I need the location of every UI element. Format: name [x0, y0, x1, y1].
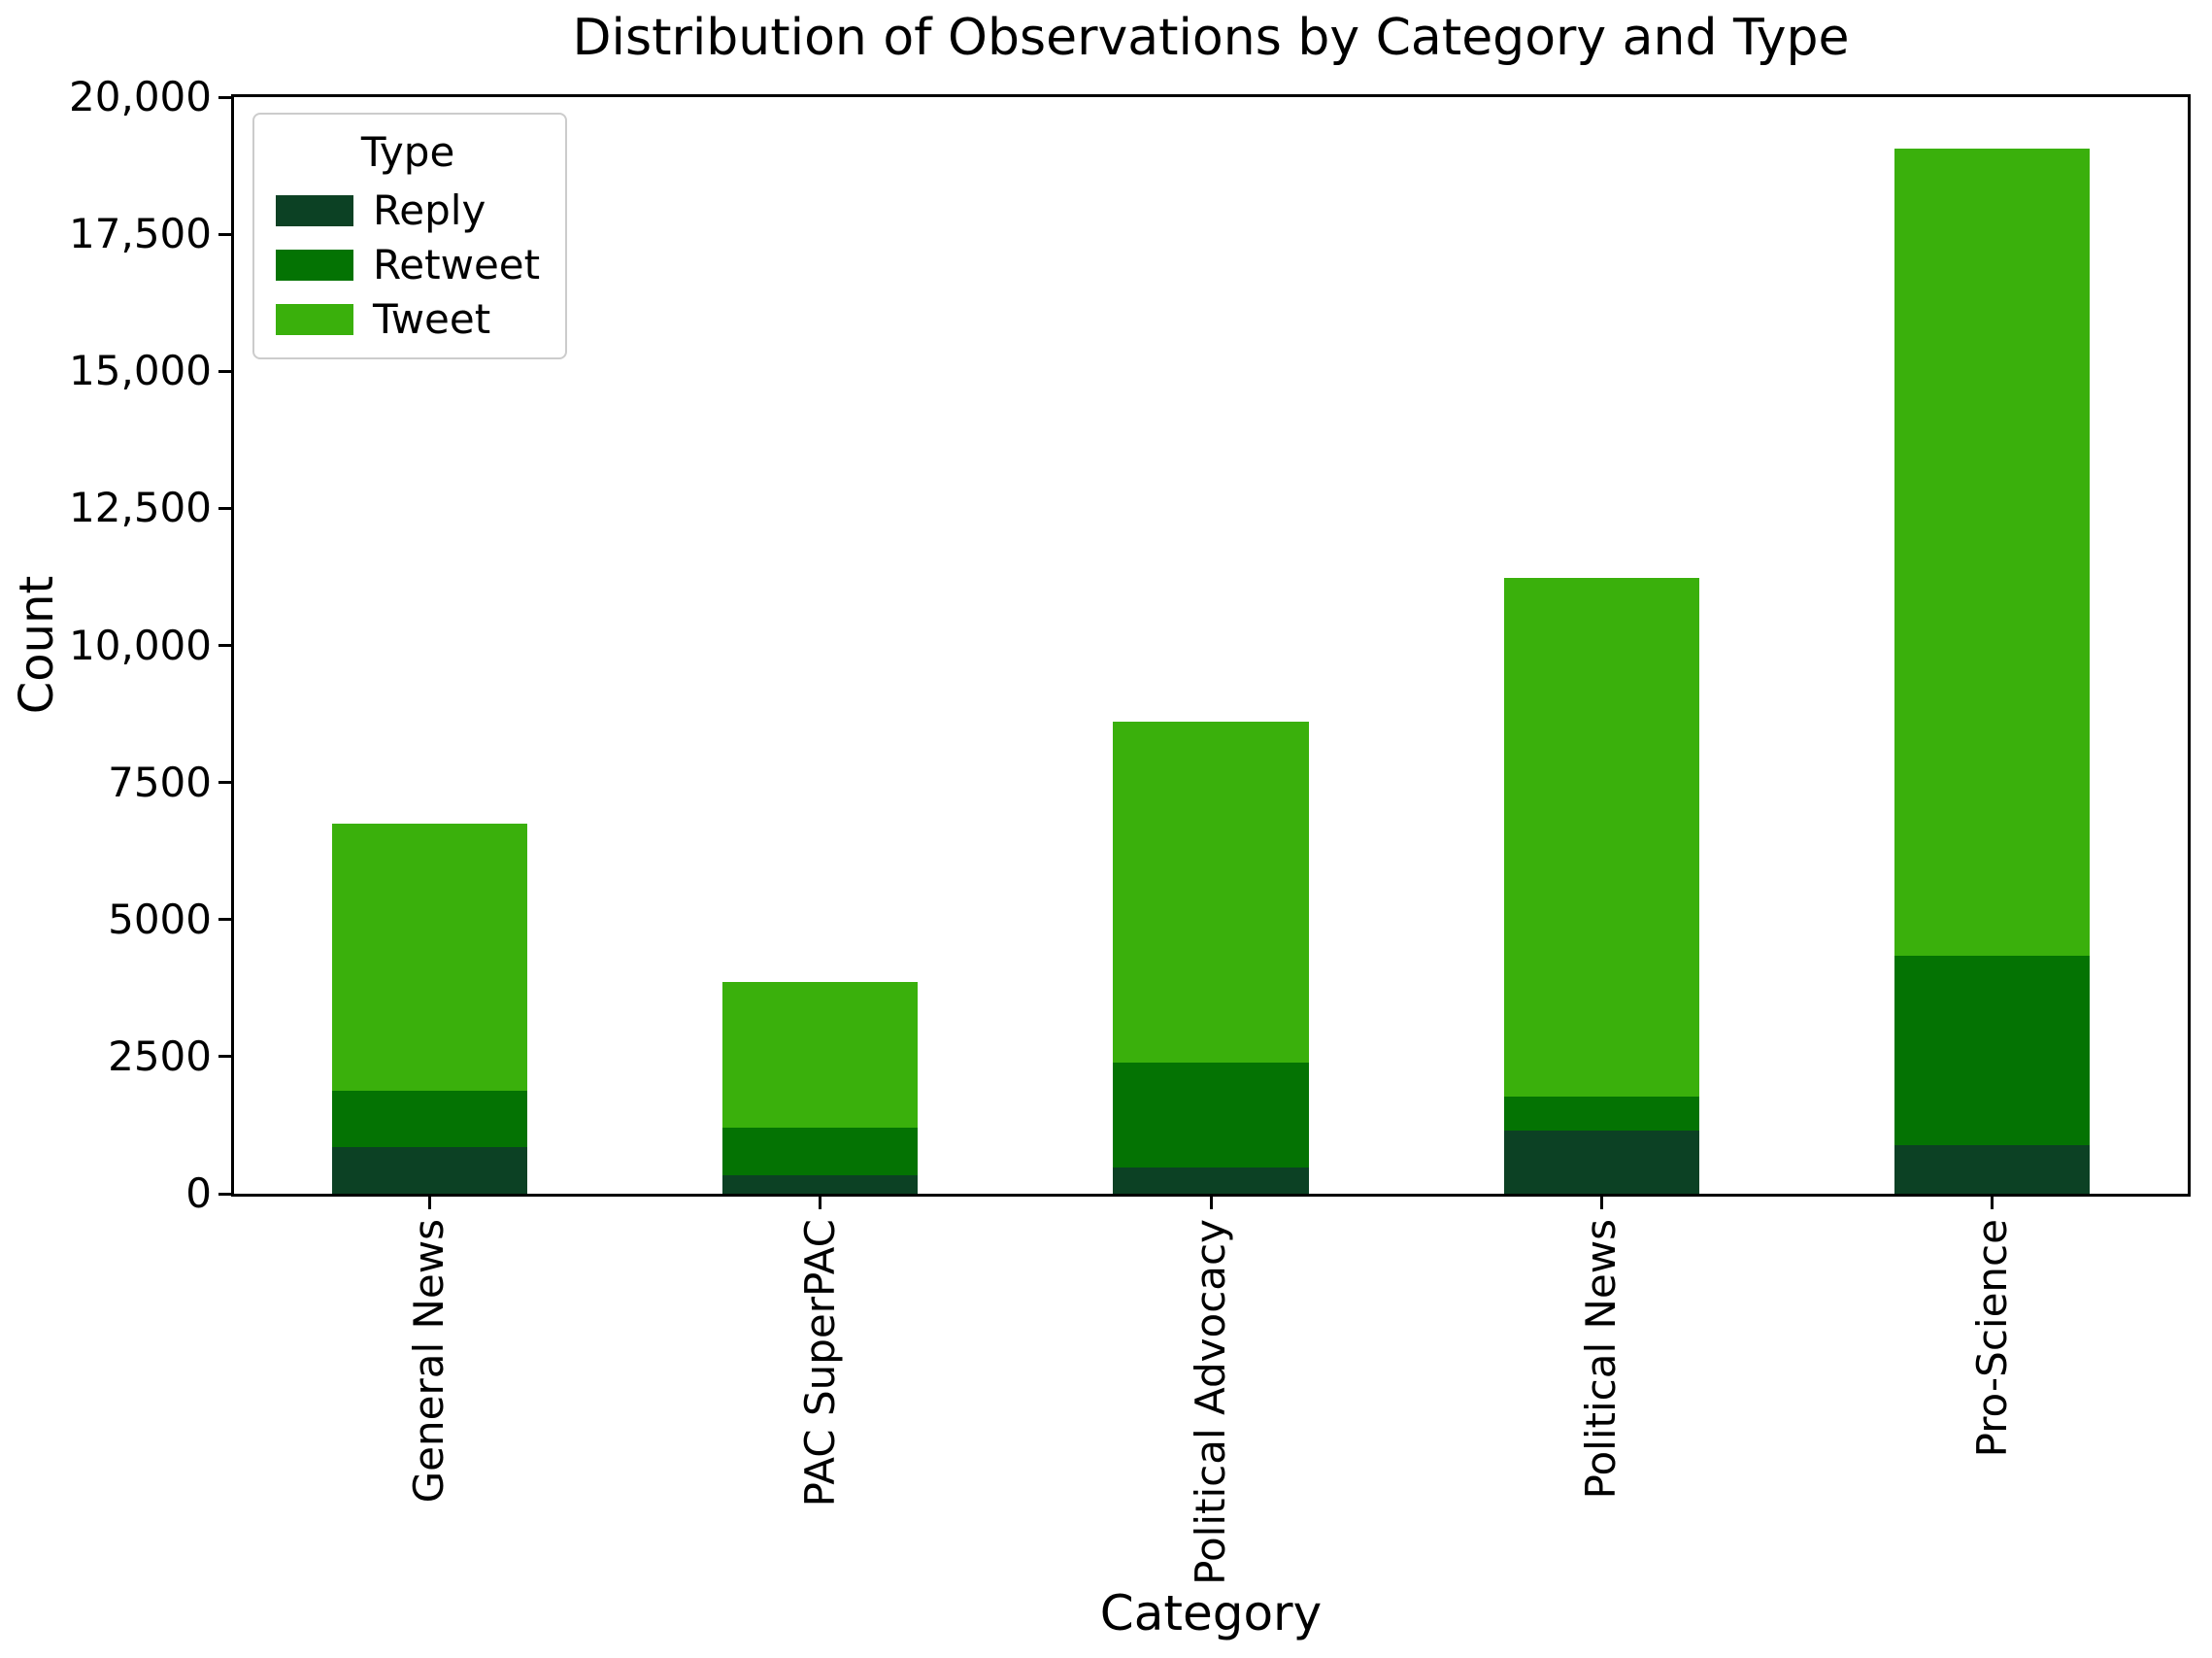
bar-segment-reply	[1113, 1167, 1309, 1194]
y-tick-label: 5000	[108, 895, 212, 943]
y-axis-label: Count	[10, 575, 64, 715]
bar-segment-retweet	[1894, 956, 2091, 1145]
legend-label: Tweet	[373, 295, 491, 344]
bar-segment-retweet	[1113, 1063, 1309, 1167]
x-axis-label: Category	[1099, 1585, 1323, 1641]
legend-label: Reply	[373, 186, 486, 235]
y-tick-label: 12,500	[69, 484, 212, 532]
bar-segment-retweet	[722, 1127, 919, 1175]
y-tick	[218, 232, 231, 236]
legend-item-tweet: Tweet	[276, 299, 540, 340]
x-tick	[427, 1197, 431, 1209]
y-tick	[218, 918, 231, 922]
x-tick-label: General News	[405, 1219, 453, 1504]
bar-general-news	[331, 97, 527, 1194]
plot-area	[231, 94, 2191, 1197]
x-tick	[819, 1197, 822, 1209]
bar-pac-superpac	[722, 97, 919, 1194]
y-tick-label: 15,000	[69, 347, 212, 395]
legend-items: Reply Retweet Tweet	[276, 190, 540, 340]
y-tick-label: 17,500	[69, 210, 212, 258]
y-tick	[218, 95, 231, 99]
bar-segment-retweet	[1503, 1097, 1699, 1132]
legend-item-reply: Reply	[276, 190, 540, 231]
bar-segment-retweet	[331, 1090, 527, 1148]
y-tick	[218, 1055, 231, 1059]
bar-segment-reply	[1503, 1131, 1699, 1194]
y-tick	[218, 644, 231, 647]
x-tick-label: PAC SuperPAC	[795, 1219, 844, 1507]
bar-segment-reply	[331, 1147, 527, 1194]
legend-label: Retweet	[373, 241, 541, 289]
legend-title: Type	[360, 128, 455, 176]
legend-swatch-retweet	[276, 250, 353, 282]
y-tick	[218, 369, 231, 373]
y-tick	[218, 506, 231, 510]
y-tick-label: 10,000	[69, 621, 212, 669]
bar-segment-reply	[1894, 1144, 2091, 1194]
legend: Type Reply Retweet Tweet	[252, 113, 568, 360]
bar-segment-tweet	[1113, 721, 1309, 1064]
bar-segment-tweet	[1503, 578, 1699, 1098]
legend-swatch-reply	[276, 195, 353, 227]
y-tick-label: 0	[185, 1169, 212, 1217]
y-tick	[218, 1192, 231, 1196]
bar-segment-tweet	[331, 823, 527, 1091]
x-tick	[1599, 1197, 1603, 1209]
x-tick	[1209, 1197, 1213, 1209]
y-tick-label: 2500	[108, 1032, 212, 1080]
bar-segment-reply	[722, 1174, 919, 1194]
x-tick-label: Political News	[1577, 1219, 1625, 1500]
bar-segment-tweet	[1894, 149, 2091, 957]
bar-political-advocacy	[1113, 97, 1309, 1194]
legend-item-retweet: Retweet	[276, 245, 540, 286]
y-tick-label: 20,000	[69, 73, 212, 120]
bar-segment-tweet	[722, 982, 919, 1128]
y-tick	[218, 781, 231, 785]
x-tick-label: Pro-Science	[1967, 1219, 2016, 1458]
bar-pro-science	[1894, 97, 2091, 1194]
legend-swatch-tweet	[276, 304, 353, 336]
x-tick-label: Political Advocacy	[1186, 1219, 1234, 1585]
x-tick	[1991, 1197, 1994, 1209]
y-tick-label: 7500	[108, 758, 212, 806]
chart-title: Distribution of Observations by Category…	[572, 9, 1850, 67]
bar-political-news	[1503, 97, 1699, 1194]
